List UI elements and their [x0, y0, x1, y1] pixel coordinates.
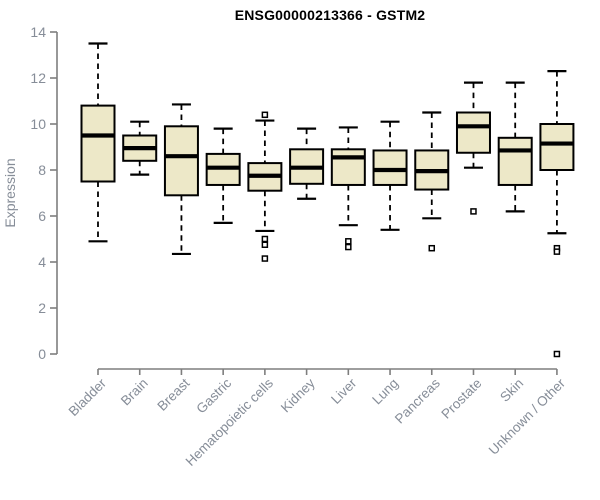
x-tick-label: Kidney [278, 375, 318, 415]
x-tick-label: Unknown / Other [486, 375, 569, 458]
x-tick-label: Prostate [438, 376, 484, 422]
x-tick-label: Brain [118, 376, 151, 409]
y-tick-label: 8 [38, 162, 46, 178]
y-tick-label: 2 [38, 300, 46, 316]
x-tick-label: Lung [369, 376, 401, 408]
outlier-point [553, 350, 561, 358]
x-tick-label: Gastric [193, 375, 234, 416]
x-tick-label: Bladder [66, 375, 110, 419]
y-tick-label: 14 [30, 24, 46, 40]
outlier-point [428, 244, 436, 252]
outlier-point [553, 248, 561, 255]
outlier-point [345, 238, 352, 245]
box-prostate [455, 111, 491, 154]
x-tick-label: Pancreas [392, 375, 443, 426]
y-tick-label: 6 [38, 208, 46, 224]
box-lung [372, 149, 408, 186]
y-tick-label: 4 [38, 254, 46, 270]
x-tick-label: Liver [328, 375, 360, 407]
outlier-point [261, 241, 269, 248]
x-tick-label: Skin [497, 376, 526, 405]
y-tick-label: 10 [30, 116, 46, 132]
y-tick-label: 0 [38, 346, 46, 362]
box-liver [330, 148, 366, 186]
outlier-point [470, 208, 477, 215]
box-bladder [80, 104, 116, 183]
outlier-point [345, 243, 352, 251]
outlier-point [261, 255, 269, 262]
y-tick-label: 12 [30, 70, 46, 86]
box-breast [163, 125, 199, 197]
x-tick-label: Breast [154, 375, 192, 413]
y-axis-title: Expression [2, 158, 18, 227]
box-unknown-other [539, 123, 575, 171]
box-skin [497, 136, 533, 186]
outlier-point [261, 111, 269, 119]
chart-title: ENSG00000213366 - GSTM2 [234, 7, 426, 23]
outlier-point [261, 235, 269, 243]
